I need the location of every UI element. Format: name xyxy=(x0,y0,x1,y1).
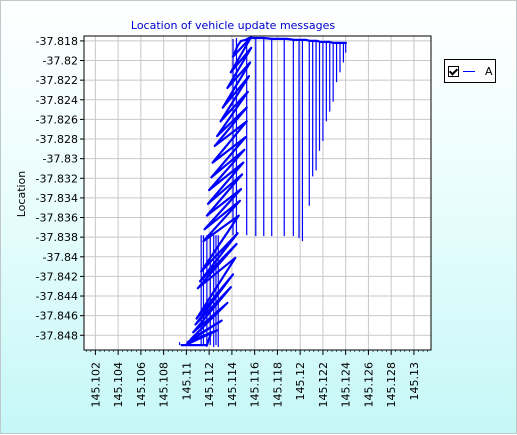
y-tick-label: -37.822 xyxy=(36,74,78,87)
y-axis-tick-labels: -37.818 -37.82 -37.822 -37.824 -37.826 -37.82… xyxy=(36,35,84,342)
x-axis-tick-labels: 145.102 145.104 145.106 145.108 145.11 145.11… xyxy=(89,350,421,408)
x-tick-label: 145.122 xyxy=(317,362,330,408)
x-tick-label: 145.108 xyxy=(158,362,171,408)
x-tick-label: 145.114 xyxy=(226,362,239,408)
y-tick-label: -37.846 xyxy=(36,310,78,323)
x-tick-label: 145.112 xyxy=(203,362,216,408)
legend-series-label: A xyxy=(485,64,493,78)
x-tick-label: 145.128 xyxy=(385,362,398,408)
y-tick-label: -37.848 xyxy=(36,329,78,342)
y-tick-label: -37.84 xyxy=(43,251,78,264)
x-tick-label: 145.12 xyxy=(294,362,307,401)
legend-series-swatch xyxy=(463,70,475,72)
y-tick-label: -37.83 xyxy=(43,153,78,166)
legend: A xyxy=(444,59,496,83)
y-tick-label: -37.824 xyxy=(36,94,78,107)
x-tick-label: 145.104 xyxy=(112,362,125,408)
x-tick-label: 145.106 xyxy=(135,362,148,408)
legend-series-checkbox[interactable] xyxy=(448,65,459,77)
x-tick-label: 145.126 xyxy=(362,362,375,408)
chart-title: Location of vehicle update messages xyxy=(131,19,335,32)
plot-background xyxy=(84,36,431,350)
y-tick-label: -37.836 xyxy=(36,212,78,225)
series-A-plot xyxy=(178,35,347,348)
y-tick-label: -37.842 xyxy=(36,270,78,283)
x-tick-label: 145.116 xyxy=(249,362,262,408)
grid-lines xyxy=(84,36,431,350)
x-tick-label: 145.11 xyxy=(180,362,193,401)
y-tick-label: -37.818 xyxy=(36,35,78,48)
y-tick-label: -37.832 xyxy=(36,172,78,185)
y-tick-label: -37.838 xyxy=(36,231,78,244)
y-tick-label: -37.828 xyxy=(36,133,78,146)
plot-area-frame xyxy=(83,35,432,351)
y-tick-label: -37.844 xyxy=(36,290,78,303)
x-tick-label: 145.124 xyxy=(340,362,353,408)
x-tick-label: 145.118 xyxy=(271,362,284,408)
y-tick-label: -37.834 xyxy=(36,192,78,205)
y-tick-label: -37.826 xyxy=(36,113,78,126)
x-tick-label: 145.13 xyxy=(408,362,421,401)
y-axis-title: Location xyxy=(15,171,28,218)
x-tick-label: 145.102 xyxy=(89,362,102,408)
y-tick-label: -37.82 xyxy=(43,55,78,68)
